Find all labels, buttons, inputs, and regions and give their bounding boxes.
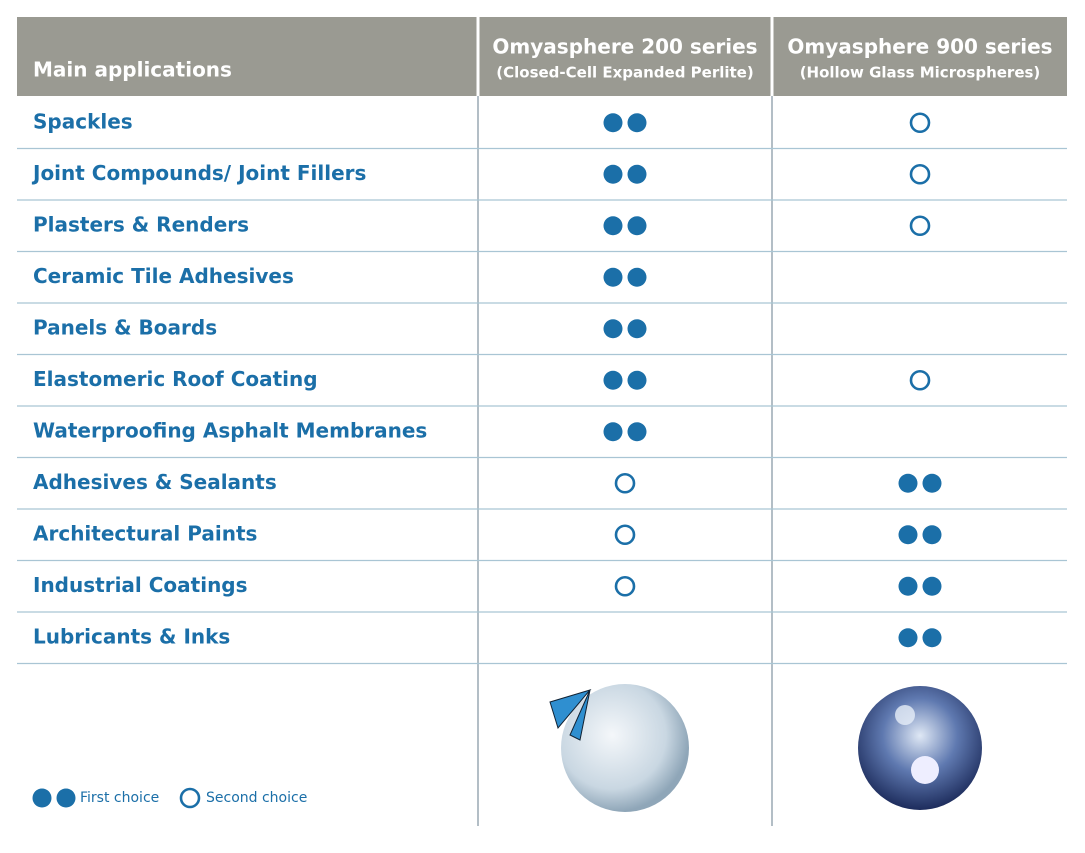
row-label: Spackles <box>33 109 133 133</box>
first-choice-dot <box>627 319 647 339</box>
second-choice-ring <box>614 575 636 597</box>
first-choice-dot <box>627 422 647 442</box>
row-label: Lubricants & Inks <box>33 624 230 648</box>
first-choice-dot <box>898 628 918 648</box>
first-choice-dot <box>32 788 52 808</box>
first-choice-dot <box>922 628 942 648</box>
row-label: Architectural Paints <box>33 521 257 545</box>
second-choice-ring <box>909 369 931 391</box>
header-title: Main applications <box>33 58 232 82</box>
astronaut-icon <box>911 756 939 784</box>
second-choice-ring <box>909 112 931 134</box>
column-subtitle: (Hollow Glass Microspheres) <box>800 64 1041 82</box>
row-label: Plasters & Renders <box>33 212 249 236</box>
first-choice-dot <box>627 267 647 287</box>
row-label: Waterproofing Asphalt Membranes <box>33 418 427 442</box>
second-choice-ring <box>909 163 931 185</box>
first-choice-dot <box>627 216 647 236</box>
first-choice-dot <box>627 113 647 133</box>
column-title: Omyasphere 200 series <box>492 35 757 59</box>
row-label: Adhesives & Sealants <box>33 470 277 494</box>
first-choice-dot <box>627 370 647 390</box>
legend-label: Second choice <box>206 790 307 806</box>
column-subtitle: (Closed-Cell Expanded Perlite) <box>496 64 753 82</box>
first-choice-dot <box>603 319 623 339</box>
first-choice-dot <box>922 576 942 596</box>
row-label: Elastomeric Roof Coating <box>33 367 318 391</box>
row-label: Panels & Boards <box>33 315 217 339</box>
first-choice-dot <box>898 576 918 596</box>
column-title: Omyasphere 900 series <box>787 35 1052 59</box>
first-choice-dot <box>898 473 918 493</box>
first-choice-dot <box>603 216 623 236</box>
second-choice-ring <box>614 524 636 546</box>
row-label: Industrial Coatings <box>33 573 248 597</box>
first-choice-dot <box>922 473 942 493</box>
first-choice-dot <box>627 164 647 184</box>
first-choice-dot <box>603 370 623 390</box>
perlite-image <box>561 684 689 812</box>
first-choice-dot <box>898 525 918 545</box>
butterfly-icon <box>549 689 592 741</box>
first-choice-dot <box>603 267 623 287</box>
first-choice-dot <box>603 422 623 442</box>
legend-label: First choice <box>80 790 159 806</box>
second-choice-ring <box>179 787 201 809</box>
first-choice-dot <box>603 113 623 133</box>
first-choice-dot <box>922 525 942 545</box>
second-choice-ring <box>614 472 636 494</box>
first-choice-dot <box>56 788 76 808</box>
header-bg <box>17 17 1067 96</box>
microspheres-image <box>858 686 982 810</box>
row-label: Ceramic Tile Adhesives <box>33 264 294 288</box>
first-choice-dot <box>603 164 623 184</box>
bubble-icon <box>895 705 915 725</box>
row-label: Joint Compounds/ Joint Fillers <box>31 161 366 185</box>
second-choice-ring <box>909 215 931 237</box>
